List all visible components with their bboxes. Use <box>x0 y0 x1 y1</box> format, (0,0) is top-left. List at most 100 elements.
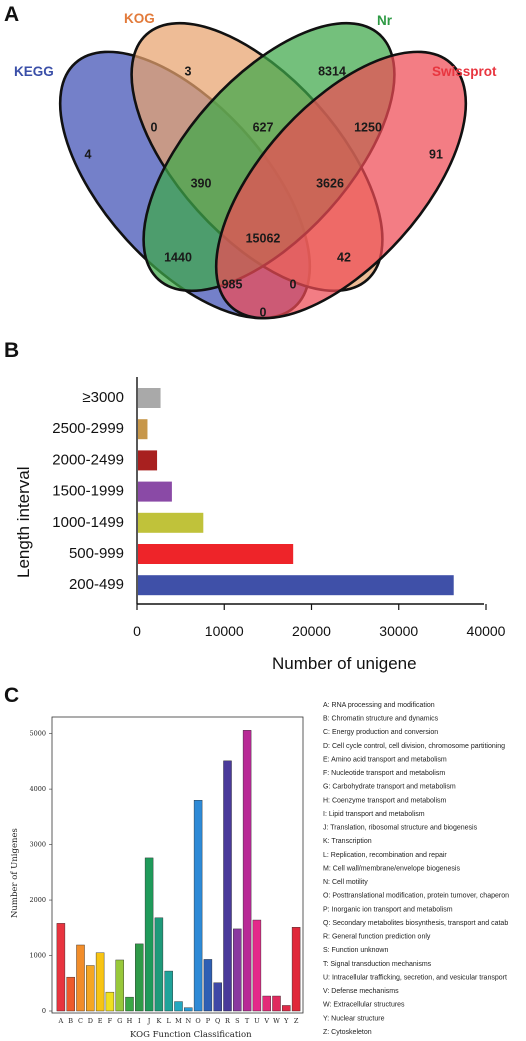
length-bar <box>138 575 454 596</box>
kog-legend-entry: S: Function unknown <box>323 947 388 954</box>
kog-bar <box>193 800 203 1012</box>
kog-bar <box>164 970 173 1012</box>
kog-y-tick-label: 4000 <box>29 785 46 793</box>
kog-legend-entry: A: RNA processing and modification <box>323 702 435 709</box>
kog-bar <box>213 982 222 1012</box>
kog-legend-entry: U: Intracellular trafficking, secretion,… <box>323 974 507 981</box>
venn-count-nr-only: 8314 <box>318 64 346 78</box>
kog-bar <box>86 965 95 1012</box>
venn-set-label-swissprot: Swissprot <box>432 64 497 79</box>
venn-count-kegg-nr: 1440 <box>164 250 192 264</box>
kog-x-axis-title: KOG Function Classification <box>130 1030 252 1040</box>
venn-ellipse-swissprot <box>214 50 468 320</box>
venn-count-kegg-kog: 0 <box>151 120 158 134</box>
kog-bar <box>144 857 154 1012</box>
kog-plot-frame <box>51 716 304 1014</box>
kog-x-tick-label: J <box>147 1017 151 1025</box>
length-category-label: 2000-2499 <box>52 451 124 468</box>
panel-label-c: C <box>4 684 19 707</box>
length-bars <box>138 388 454 596</box>
kog-x-tick-label: D <box>88 1017 93 1025</box>
kog-bar <box>66 976 75 1012</box>
venn-count-nr-swissprot: 1250 <box>354 120 382 134</box>
kog-x-tick-label: T <box>245 1017 250 1025</box>
kog-bar <box>282 1005 291 1012</box>
kog-x-tick-label: Y <box>283 1017 289 1025</box>
length-category-label: 500-999 <box>69 545 124 562</box>
kog-bar <box>56 923 66 1012</box>
kog-x-tick-label: F <box>108 1017 113 1025</box>
kog-legend-entry: T: Signal transduction mechanisms <box>323 961 432 968</box>
kog-x-tick-label: C <box>78 1017 83 1025</box>
venn-count-kegg-swissprot: 0 <box>260 305 267 319</box>
length-x-tick-label: 40000 <box>467 623 506 639</box>
venn-count-kog-nr: 627 <box>253 120 274 134</box>
kog-legend-entry: H: Coenzyme transport and metabolism <box>323 797 446 804</box>
kog-legend-entry: N: Cell motility <box>323 879 368 886</box>
length-bar <box>138 450 158 471</box>
kog-y-tick-label: 3000 <box>29 841 46 849</box>
venn-set-label-kog: KOG <box>124 11 155 26</box>
venn-count-kog-only: 3 <box>185 64 192 78</box>
kog-bar <box>252 919 262 1012</box>
kog-bar <box>184 1007 193 1012</box>
kog-legend-entry: P: Inorganic ion transport and metabolis… <box>323 906 453 913</box>
kog-bar <box>233 928 242 1012</box>
length-x-tick-label: 0 <box>133 623 141 639</box>
length-x-tick-label: 10000 <box>205 623 244 639</box>
kog-x-tick-label: S <box>235 1017 239 1025</box>
venn-count-kog-nr-swissprot: 3626 <box>316 176 344 190</box>
venn-count-kegg-kog-nr: 390 <box>191 176 212 190</box>
length-bar <box>138 481 172 502</box>
kog-x-tick-label: V <box>263 1017 269 1025</box>
kog-legend-entry: K: Transcription <box>323 838 372 845</box>
kog-x-tick-label: R <box>225 1017 231 1025</box>
kog-y-tick-label: 2000 <box>29 896 46 904</box>
panel-label-a: A <box>4 3 19 26</box>
venn-count-kegg-nr-swissprot: 985 <box>222 277 243 291</box>
kog-legend-entry: B: Chromatin structure and dynamics <box>323 716 439 723</box>
kog-x-tick-label: A <box>58 1017 64 1025</box>
venn-diagram: KEGG KOG Nr Swissprot 4 3 8314 91 0 627 … <box>14 11 497 320</box>
venn-count-kog-swissprot: 42 <box>337 250 351 264</box>
kog-bar <box>262 995 271 1012</box>
kog-legend-entry: L: Replication, recombination and repair <box>323 852 447 859</box>
kog-legend-entry: Z: Cytoskeleton <box>323 1029 372 1036</box>
kog-bar <box>223 760 232 1012</box>
kog-legend-entry: D: Cell cycle control, cell division, ch… <box>323 743 505 750</box>
kog-bar <box>203 959 213 1012</box>
length-x-tick-label: 30000 <box>379 623 418 639</box>
venn-count-swissprot-only: 91 <box>429 147 443 161</box>
kog-legend-entry: E: Amino acid transport and metabolism <box>323 756 447 763</box>
length-category-label: 1500-1999 <box>52 483 124 500</box>
kog-x-tick-label: Q <box>215 1017 220 1025</box>
kog-bars <box>56 730 301 1012</box>
kog-x-tick-label: G <box>117 1017 122 1025</box>
kog-y-tick-label: 5000 <box>29 730 46 738</box>
panel-label-b: B <box>4 339 19 362</box>
kog-x-tick-label: W <box>273 1017 280 1025</box>
length-bar <box>138 544 294 564</box>
kog-bar <box>291 927 301 1012</box>
length-category-label: ≥3000 <box>82 389 124 406</box>
venn-count-all-four: 15062 <box>246 231 281 245</box>
length-bar <box>138 512 204 533</box>
length-x-tick-label: 20000 <box>292 623 331 639</box>
kog-legend-entry: I: Lipid transport and metabolism <box>323 811 425 818</box>
kog-legend-entry: V: Defense mechanisms <box>323 988 399 995</box>
kog-bar <box>242 730 252 1012</box>
kog-bar <box>95 952 105 1012</box>
kog-legend-entry: F: Nucleotide transport and metabolism <box>323 770 445 777</box>
kog-legend-entry: R: General function prediction only <box>323 934 431 941</box>
kog-bar <box>125 996 134 1012</box>
kog-x-tick-label: K <box>156 1017 161 1025</box>
kog-y-ticks: 0 1000 2000 3000 4000 5000 <box>29 730 52 1015</box>
kog-x-tick-label: E <box>98 1017 103 1025</box>
length-interval-chart: ≥3000 2500-2999 2000-2499 1500-1999 1000-149… <box>14 377 506 673</box>
length-bar <box>138 388 161 408</box>
kog-legend-entry: J: Translation, ribosomal structure and … <box>323 825 478 832</box>
kog-x-tick-label: M <box>175 1017 182 1025</box>
length-category-label: 2500-2999 <box>52 420 124 437</box>
